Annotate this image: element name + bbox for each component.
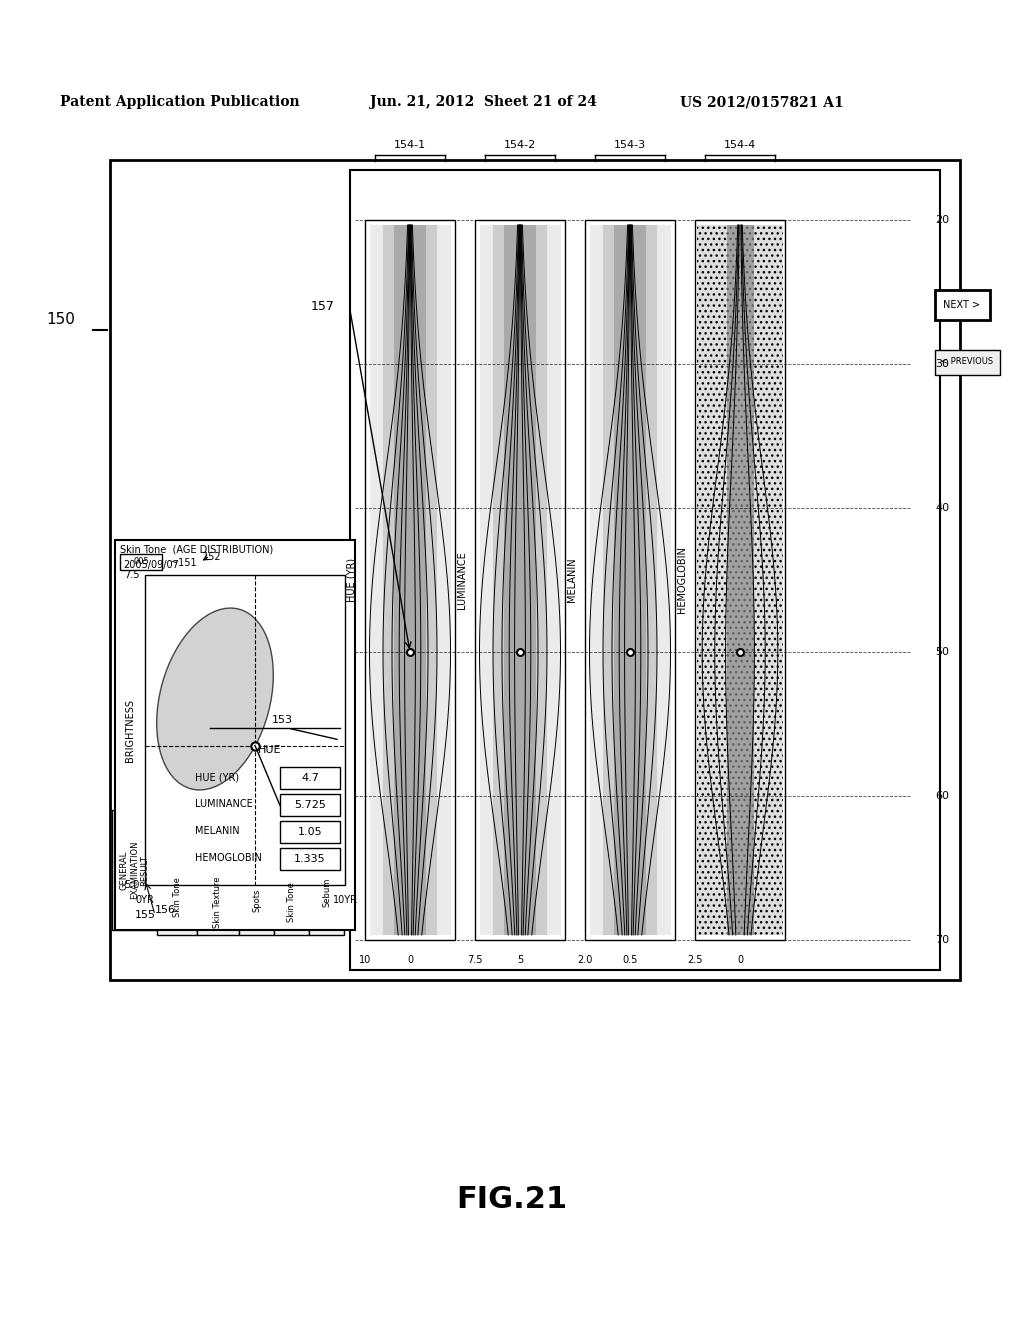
Bar (274, 870, 309, 935)
Text: 154-1: 154-1 (394, 140, 426, 150)
Text: Jun. 21, 2012  Sheet 21 of 24: Jun. 21, 2012 Sheet 21 of 24 (370, 95, 597, 110)
Bar (239, 865, 274, 935)
Text: 0.5: 0.5 (623, 954, 638, 965)
Text: 5.725: 5.725 (294, 800, 326, 810)
Text: NEXT >: NEXT > (943, 300, 981, 310)
Bar (280, 847, 340, 870)
Bar (197, 870, 239, 935)
Text: 154-2: 154-2 (504, 140, 537, 150)
Text: Patent Application Publication: Patent Application Publication (60, 95, 300, 110)
Text: Spots: Spots (252, 888, 261, 912)
Text: 50: 50 (935, 647, 949, 657)
Text: 20: 20 (935, 215, 949, 224)
Text: 2.0: 2.0 (578, 954, 593, 965)
Text: 5: 5 (517, 954, 523, 965)
Text: MELANIN: MELANIN (195, 826, 240, 836)
Text: HEMOGLOBIN: HEMOGLOBIN (677, 546, 687, 614)
Text: 0: 0 (737, 954, 743, 965)
Text: Skin Tone: Skin Tone (287, 883, 296, 923)
Text: 10YR: 10YR (333, 895, 357, 906)
Bar (370, 224, 451, 935)
Text: MELANIN: MELANIN (567, 557, 577, 602)
Text: Sebum: Sebum (322, 878, 331, 907)
Bar (585, 220, 675, 940)
Bar (493, 224, 547, 935)
Text: 1.335: 1.335 (294, 854, 326, 865)
Text: 7.5: 7.5 (467, 954, 482, 965)
Text: GENERAL
EXAMINATION
RESULT: GENERAL EXAMINATION RESULT (120, 841, 150, 899)
Text: BRIGHTNESS: BRIGHTNESS (125, 698, 135, 762)
Bar (110, 160, 961, 979)
Text: HUE: HUE (258, 744, 282, 755)
Text: 154-4: 154-4 (724, 140, 756, 150)
Bar (697, 224, 783, 935)
Text: 10: 10 (358, 954, 371, 965)
Text: 7.5: 7.5 (125, 570, 140, 579)
Text: US 2012/0157821 A1: US 2012/0157821 A1 (680, 95, 844, 110)
Bar (603, 224, 657, 935)
Text: HUE (YR): HUE (YR) (347, 558, 357, 602)
Text: Skin Texture: Skin Texture (213, 876, 222, 928)
Text: 5.0: 5.0 (125, 880, 140, 890)
Text: FIG.21: FIG.21 (457, 1185, 567, 1214)
Text: 2005/09/07: 2005/09/07 (123, 560, 179, 570)
Bar (479, 224, 560, 935)
Text: 155: 155 (134, 909, 156, 920)
Bar (157, 861, 197, 935)
Bar (475, 220, 565, 940)
Bar (383, 224, 437, 935)
Text: 150: 150 (46, 313, 75, 327)
Text: < PREVIOUS: < PREVIOUS (941, 358, 993, 367)
Text: 157: 157 (311, 300, 335, 313)
Bar (280, 767, 340, 789)
Bar (115, 540, 355, 931)
Text: 70: 70 (935, 935, 949, 945)
Text: HUE (YR): HUE (YR) (195, 772, 240, 781)
Bar (614, 224, 646, 935)
Text: 2.5: 2.5 (687, 954, 702, 965)
Bar (350, 170, 940, 970)
Bar (280, 821, 340, 843)
Bar (309, 850, 344, 935)
Bar (280, 795, 340, 816)
Text: HEMOGLOBIN: HEMOGLOBIN (195, 853, 262, 863)
Text: 1.05: 1.05 (298, 828, 323, 837)
Bar (365, 220, 455, 940)
Bar (504, 224, 536, 935)
Bar (935, 350, 1000, 375)
Text: 30: 30 (935, 359, 949, 370)
Bar (145, 576, 345, 884)
Text: 0YR: 0YR (135, 895, 155, 906)
Bar (695, 220, 785, 940)
Bar (590, 224, 671, 935)
Bar (394, 224, 426, 935)
Text: 40: 40 (935, 503, 949, 513)
Text: Skin Tone  (AGE DISTRIBUTION): Skin Tone (AGE DISTRIBUTION) (120, 545, 273, 554)
Text: 156: 156 (155, 906, 175, 915)
Text: 005: 005 (133, 557, 148, 566)
Text: LUMINANCE: LUMINANCE (457, 552, 467, 609)
Text: 152: 152 (203, 552, 221, 562)
Text: LUMINANCE: LUMINANCE (195, 799, 253, 809)
Text: 153: 153 (272, 715, 293, 725)
Ellipse shape (157, 609, 273, 789)
Bar (112, 810, 157, 931)
Text: 60: 60 (935, 791, 949, 801)
Text: 4.7: 4.7 (301, 774, 318, 783)
Text: Skin Tone: Skin Tone (172, 878, 181, 917)
Bar (935, 290, 990, 319)
Bar (726, 224, 754, 935)
Text: 154-3: 154-3 (614, 140, 646, 150)
Text: 0: 0 (407, 954, 413, 965)
Text: ~151: ~151 (170, 558, 197, 568)
Bar (120, 554, 162, 570)
